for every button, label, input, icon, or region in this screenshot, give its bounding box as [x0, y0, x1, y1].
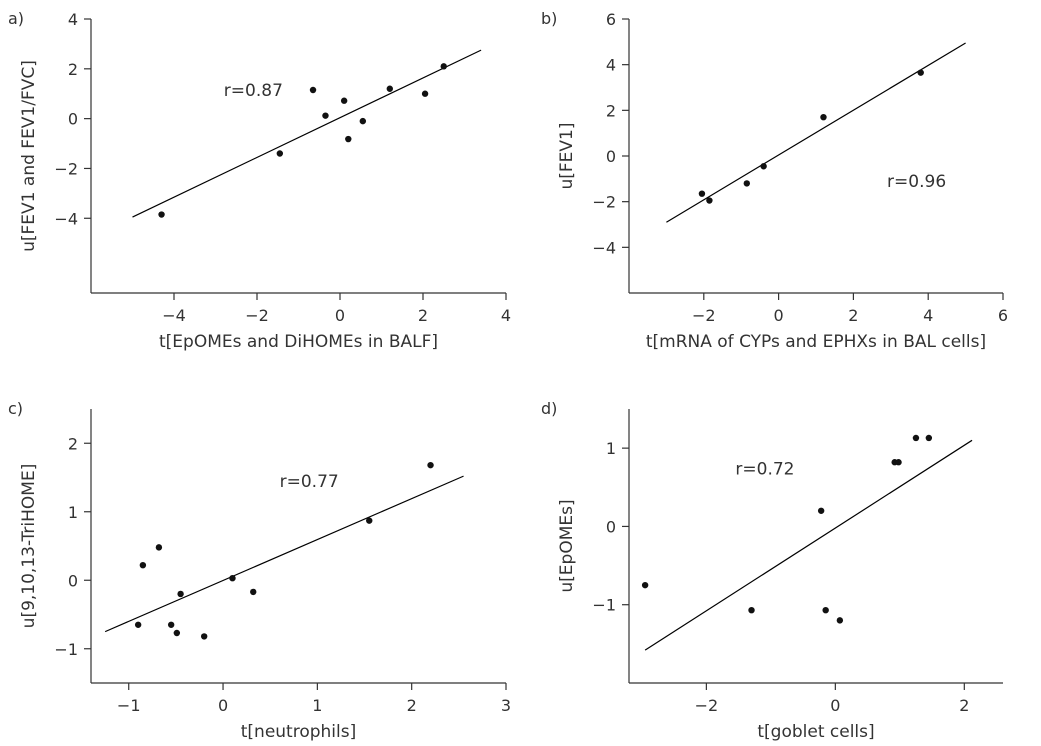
- data-point: [359, 117, 367, 125]
- data-point: [641, 581, 649, 589]
- panel-letter: a): [8, 9, 24, 28]
- data-point: [173, 629, 181, 637]
- data-point: [698, 190, 706, 197]
- data-point: [366, 517, 373, 524]
- x-tick-label: 2: [418, 306, 428, 325]
- panel-letter: b): [541, 9, 557, 28]
- x-tick-label: 2: [848, 306, 858, 325]
- y-tick-label: 0: [606, 147, 616, 166]
- x-axis-title: t[mRNA of CYPs and EPHXs in BAL cells]: [646, 332, 986, 352]
- x-tick-label: −2: [695, 696, 719, 715]
- data-point: [177, 590, 184, 598]
- x-tick-label: 1: [312, 696, 322, 715]
- regression-line: [644, 439, 973, 651]
- data-point: [386, 85, 393, 92]
- y-tick-label: 4: [606, 56, 616, 75]
- data-point: [822, 606, 829, 614]
- x-tick-label: 0: [774, 306, 784, 325]
- data-point: [748, 606, 755, 614]
- data-point: [760, 163, 767, 170]
- regression-line: [132, 49, 482, 218]
- y-tick-label: 1: [606, 439, 616, 458]
- data-point: [421, 90, 429, 97]
- y-tick-label: 2: [606, 101, 616, 120]
- y-tick-label: −2: [592, 193, 616, 212]
- correlation-label: r=0.72: [735, 459, 794, 479]
- y-tick-label: −1: [592, 596, 616, 615]
- data-point: [743, 180, 751, 187]
- data-point: [345, 135, 352, 143]
- panel-c: −1 0 1 2 −1 0 1 2 3 t[neutrophils] u[9,10,13-TriHO…: [8, 399, 511, 742]
- x-tick-label: 6: [998, 306, 1008, 325]
- x-tick-label: 4: [501, 306, 511, 325]
- correlation-label: r=0.87: [224, 81, 283, 101]
- regression-line: [104, 475, 464, 633]
- data-point: [158, 211, 165, 218]
- panel-d: −1 0 1 −2 0 2 t[goblet cells] u[EpOMEs] d) r=0.72: [541, 399, 1003, 742]
- data-point: [200, 633, 208, 640]
- data-point: [155, 544, 163, 551]
- y-tick-label: −1: [54, 640, 78, 659]
- data-point: [836, 617, 844, 624]
- y-tick-label: −4: [54, 209, 78, 228]
- correlation-label: r=0.77: [280, 472, 339, 492]
- data-point: [895, 459, 902, 466]
- x-axis-title: t[neutrophils]: [241, 722, 357, 742]
- x-tick-label: −2: [692, 306, 716, 325]
- data-point: [340, 97, 348, 104]
- correlation-label: r=0.96: [887, 172, 946, 192]
- y-axis-title: u[EpOMEs]: [557, 499, 577, 592]
- panel-letter: c): [8, 399, 23, 418]
- data-point: [309, 86, 317, 94]
- data-point: [706, 197, 713, 204]
- data-point: [322, 112, 329, 119]
- y-tick-label: 6: [606, 10, 616, 29]
- x-axis-title: t[EpOMEs and DiHOMEs in BALF]: [159, 332, 438, 352]
- y-axis-title: u[9,10,13-TriHOME]: [19, 464, 39, 629]
- x-tick-label: 2: [407, 696, 417, 715]
- x-tick-label: 0: [335, 306, 345, 325]
- y-axis-title: u[FEV1 and FEV1/FVC]: [19, 60, 39, 252]
- regression-line: [666, 42, 966, 223]
- y-tick-label: 2: [68, 60, 78, 79]
- data-point: [427, 461, 434, 469]
- panel-a: −4 −2 0 2 4 −4 −2 0 2 4 t[EpOMEs and DiHOMEs in BA…: [8, 9, 511, 352]
- data-point: [440, 63, 447, 70]
- data-point: [167, 621, 175, 628]
- x-tick-label: 3: [501, 696, 511, 715]
- data-point: [250, 588, 257, 596]
- y-axis-title: u[FEV1]: [557, 122, 577, 189]
- x-tick-label: −4: [162, 306, 186, 325]
- data-point: [229, 574, 236, 582]
- y-tick-label: 0: [606, 517, 616, 536]
- y-tick-label: 0: [68, 110, 78, 129]
- y-tick-label: 0: [68, 571, 78, 590]
- data-point: [820, 113, 827, 121]
- panel-b: −4 −2 0 2 4 6 −2 0 2 4 6 t[mRNA of CYPs and EPHXs i…: [541, 9, 1008, 352]
- x-tick-label: 2: [959, 696, 969, 715]
- data-point: [139, 561, 147, 569]
- x-tick-label: 0: [830, 696, 840, 715]
- x-tick-label: −1: [117, 696, 141, 715]
- panel-letter: d): [541, 399, 557, 418]
- data-point: [917, 69, 924, 76]
- y-tick-label: 1: [68, 503, 78, 522]
- x-tick-label: −2: [245, 306, 269, 325]
- data-point: [276, 150, 284, 157]
- x-tick-label: 0: [218, 696, 228, 715]
- data-point: [912, 434, 920, 442]
- y-tick-label: −4: [592, 238, 616, 257]
- y-tick-label: 4: [68, 10, 78, 29]
- x-axis-title: t[goblet cells]: [757, 722, 874, 742]
- data-point: [817, 507, 825, 514]
- y-tick-label: 2: [68, 434, 78, 453]
- y-tick-label: −2: [54, 159, 78, 178]
- data-point: [925, 434, 933, 442]
- x-tick-label: 4: [923, 306, 933, 325]
- data-point: [134, 621, 142, 628]
